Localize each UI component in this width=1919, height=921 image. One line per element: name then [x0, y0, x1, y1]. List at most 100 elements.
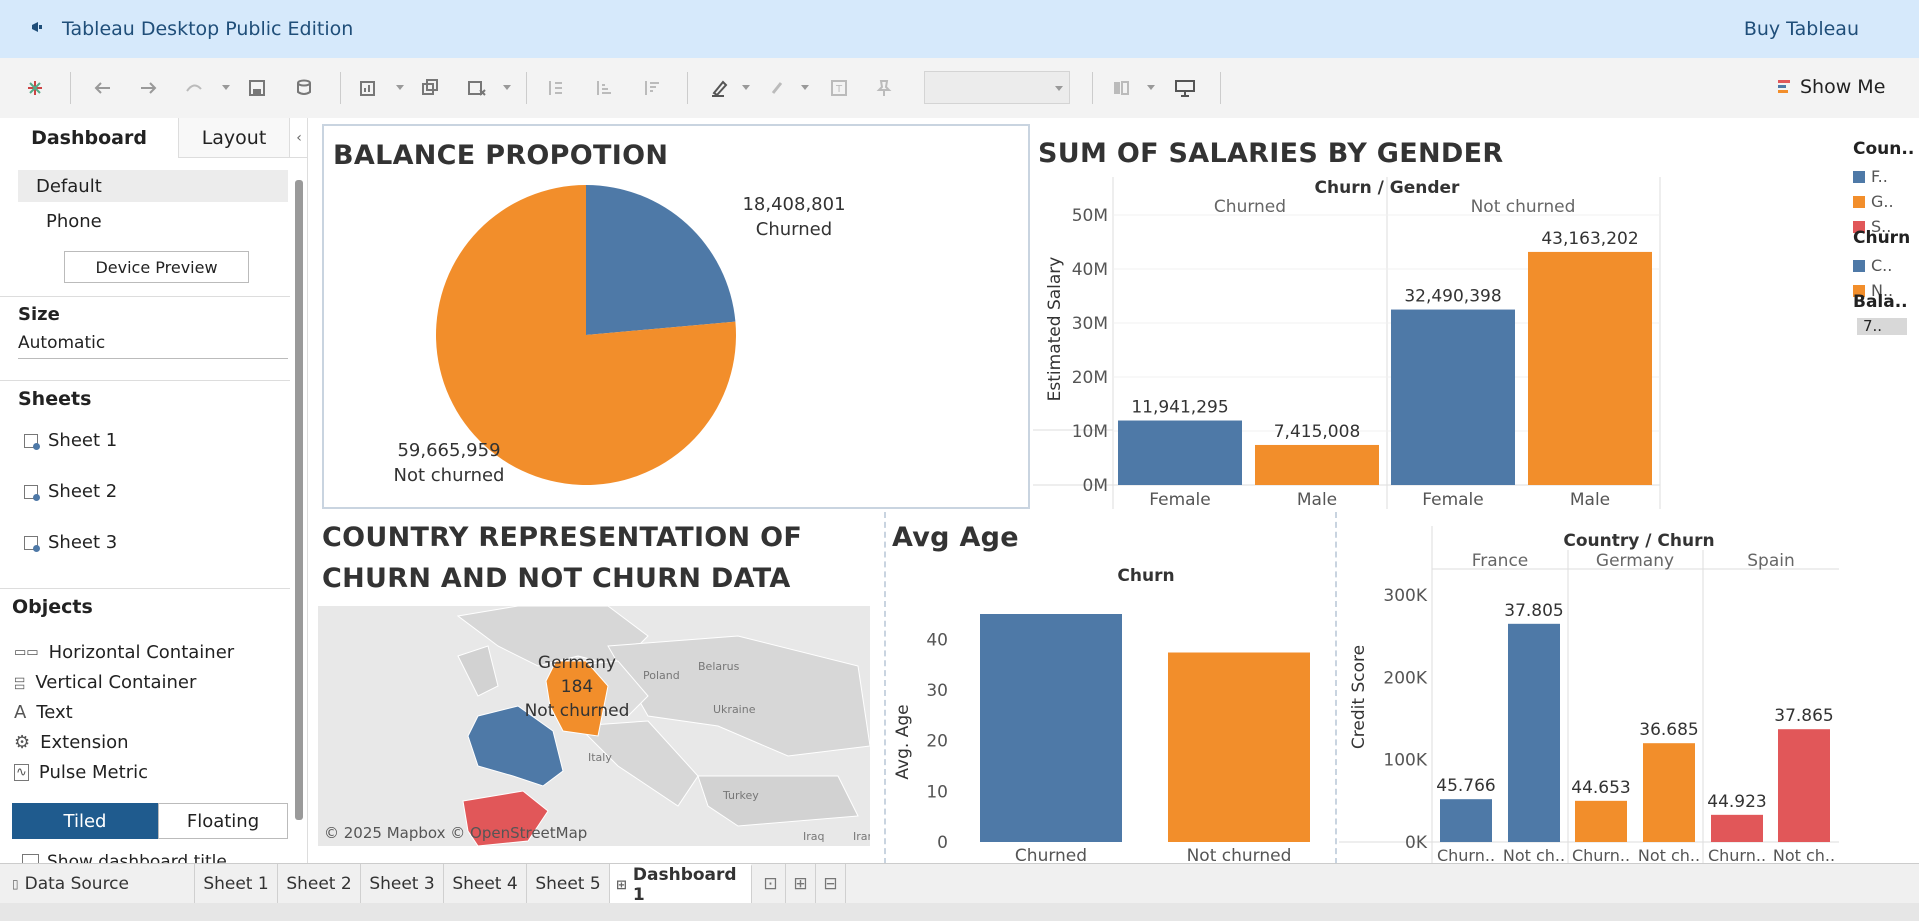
sheet-tab-1[interactable]: Sheet 1: [195, 864, 278, 904]
show-title-checkbox[interactable]: [22, 853, 39, 863]
salaries-bar[interactable]: [1391, 309, 1515, 485]
sheet-item[interactable]: Sheet 3: [24, 532, 117, 553]
panel-scrollbar[interactable]: [295, 180, 303, 820]
redo-icon[interactable]: [183, 77, 205, 99]
sort-descending-icon[interactable]: [641, 77, 663, 99]
data-source-tab[interactable]: ▯ Data Source: [0, 864, 195, 904]
credit-bar[interactable]: [1508, 623, 1560, 842]
salaries-header: Churn / Gender: [1315, 178, 1460, 198]
new-dashboard-tab-icon[interactable]: ⊞: [786, 864, 816, 904]
pie-slice-not-churned[interactable]: [436, 185, 736, 485]
legend-balance-swatch[interactable]: 7..: [1857, 318, 1907, 335]
churn-legend-item[interactable]: C..: [1853, 253, 1893, 278]
new-datasource-icon[interactable]: [294, 77, 316, 99]
balance-pie-chart: 18,408,801 Churned 59,665,959 Not churne…: [394, 185, 846, 486]
credit-header: Country / Churn: [1563, 531, 1714, 551]
country-legend-item[interactable]: G..: [1853, 189, 1894, 214]
churn-legend-item[interactable]: N..: [1853, 278, 1893, 303]
device-preview-button[interactable]: Device Preview: [64, 251, 249, 283]
europe-map[interactable]: Poland Belarus Ukraine Italy Turkey Iraq…: [318, 606, 870, 846]
device-phone[interactable]: Phone: [46, 211, 102, 232]
collapse-panel-icon[interactable]: ‹: [290, 118, 307, 158]
forward-arrow-icon[interactable]: [138, 77, 160, 99]
salaries-zone[interactable]: SUM OF SALARIES BY GENDER Churn / Gender…: [1033, 124, 1845, 509]
left-panel: Dashboard Layout ‹ Default Phone Device …: [0, 118, 308, 863]
group-icon[interactable]: [766, 77, 788, 99]
size-select[interactable]: Automatic: [18, 333, 106, 353]
object-text[interactable]: A Text: [14, 702, 73, 723]
object-vertical-container[interactable]: ▭ ▭ Vertical Container: [14, 672, 196, 693]
back-arrow-icon[interactable]: [91, 77, 113, 99]
new-story-tab-icon[interactable]: ⊟: [816, 864, 846, 904]
data-source-label: Data Source: [24, 874, 129, 894]
new-worksheet-icon[interactable]: [358, 77, 380, 99]
map-label-status: Not churned: [525, 701, 630, 721]
avg-age-bar[interactable]: [980, 614, 1122, 842]
credit-bar[interactable]: [1711, 814, 1763, 842]
tab-layout[interactable]: Layout: [178, 118, 290, 158]
map-label-iran: Iran: [853, 830, 870, 843]
map-france[interactable]: [467, 705, 564, 787]
presentation-mode-icon[interactable]: [1174, 77, 1196, 99]
sort-ascending-icon[interactable]: [593, 77, 615, 99]
object-horizontal-container[interactable]: ▭▭ Horizontal Container: [14, 642, 234, 663]
map-label-turkey: Turkey: [722, 789, 759, 802]
salaries-bar[interactable]: [1118, 420, 1242, 485]
show-cards-icon[interactable]: [1112, 77, 1134, 99]
credit-country-france: France: [1472, 551, 1529, 571]
svg-text:T: T: [835, 84, 843, 95]
sheet-item[interactable]: Sheet 2: [24, 481, 117, 502]
object-extension[interactable]: ⚙ Extension: [14, 732, 129, 753]
floating-toggle[interactable]: Floating: [158, 803, 288, 839]
sheet-tab-4[interactable]: Sheet 4: [444, 864, 527, 904]
salaries-ytick: 50M: [1072, 206, 1108, 226]
credit-bar[interactable]: [1778, 729, 1830, 842]
avg-age-ytick: 40: [926, 630, 948, 650]
avg-age-bar[interactable]: [1168, 652, 1310, 842]
tiled-toggle[interactable]: Tiled: [12, 803, 158, 839]
object-pulse-metric[interactable]: ∿ Pulse Metric: [14, 762, 148, 783]
show-title-checkbox-row[interactable]: Show dashboard title: [22, 852, 227, 863]
pie-slice-churned[interactable]: [586, 185, 736, 335]
highlight-icon[interactable]: [708, 77, 730, 99]
credit-bar[interactable]: [1643, 743, 1695, 842]
new-worksheet-tab-icon[interactable]: ⊡: [756, 864, 786, 904]
tab-dashboard[interactable]: Dashboard: [0, 118, 178, 158]
country-legend-item[interactable]: S..: [1853, 214, 1894, 239]
credit-bar[interactable]: [1440, 799, 1492, 842]
salaries-bar[interactable]: [1255, 444, 1379, 485]
country-legend-item[interactable]: F..: [1853, 164, 1894, 189]
save-icon[interactable]: [246, 77, 268, 99]
device-default[interactable]: [18, 170, 288, 202]
tableau-logo-icon[interactable]: [24, 77, 46, 99]
credit-bar[interactable]: [1575, 800, 1627, 842]
balance-zone[interactable]: BALANCE PROPOTION 18,408,801 Churned 59,…: [322, 124, 1030, 509]
buy-tableau-link[interactable]: Buy Tableau: [1743, 18, 1859, 40]
label-icon[interactable]: T: [828, 77, 850, 99]
avg-age-ytick: 30: [926, 681, 948, 701]
map-germany[interactable]: [545, 660, 609, 737]
country-legend-label: G..: [1871, 192, 1894, 211]
dashboard-tab[interactable]: ⊞ Dashboard 1: [610, 864, 752, 905]
salaries-ytick: 40M: [1072, 260, 1108, 280]
country-zone[interactable]: COUNTRY REPRESENTATION OF CHURN AND NOT …: [318, 512, 892, 864]
sheet-item[interactable]: Sheet 1: [24, 430, 117, 451]
salaries-bar-label: 43,163,202: [1541, 229, 1638, 249]
sheet-tab-2[interactable]: Sheet 2: [278, 864, 361, 904]
avg-age-zone[interactable]: Avg Age Churn Avg. Age 0 10 20 30 40 Churned…: [884, 512, 1337, 864]
country-title-line2: CHURN AND NOT CHURN DATA: [322, 563, 791, 594]
sheet-tab-3[interactable]: Sheet 3: [361, 864, 444, 904]
salaries-bar[interactable]: [1528, 251, 1652, 485]
credit-zone[interactable]: Country / Churn France Germany Spain Cre…: [1339, 512, 1849, 864]
credit-bar-label: 45.766: [1436, 776, 1495, 796]
duplicate-icon[interactable]: [419, 77, 441, 99]
show-me-button[interactable]: Show Me: [1778, 76, 1885, 98]
sheet-tab-5[interactable]: Sheet 5: [527, 864, 610, 904]
swap-icon[interactable]: [545, 77, 567, 99]
clear-sheet-icon[interactable]: [466, 77, 488, 99]
sheet-label: Sheet 3: [48, 532, 118, 553]
text-icon: A: [14, 702, 27, 723]
pin-icon[interactable]: [873, 77, 895, 99]
map-spain[interactable]: [462, 790, 549, 846]
fit-select[interactable]: [924, 71, 1070, 104]
